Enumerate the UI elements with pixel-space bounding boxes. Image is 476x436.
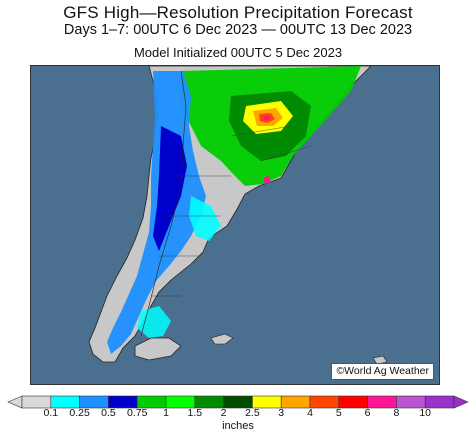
precip-andes-darkblue [153,126,187,251]
legend-tick-label: 0.5 [101,407,116,419]
legend-tick-label: 0.1 [43,407,59,419]
legend-tick-label: 3 [278,407,285,419]
small-island [372,355,388,365]
precip-magenta [263,116,269,120]
legend-bar-svg [7,395,469,409]
precip-south-cyan [137,306,171,338]
legend-units: inches [222,420,254,432]
province-border [151,125,312,297]
color-legend: 0.1 0.25 0.5 0.75 1 1.5 2 2.5 3 4 5 6 8 10 inches [0,392,476,436]
legend-tick-label: 1.5 [187,407,203,419]
precip-map: ©World Ag Weather [30,65,440,385]
credit-label: ©World Ag Weather [331,363,434,380]
map-svg [31,66,439,384]
legend-left-arrow [7,395,23,409]
legend-tick-label: 4 [307,407,313,419]
precip-andes-cyan [189,196,221,241]
model-init-time: Model Initialized 00UTC 5 Dec 2023 [133,45,343,60]
legend-tick-label: 8 [393,407,400,419]
legend-tick-label: 5 [335,407,342,419]
forecast-period: Days 1–7: 00UTC 6 Dec 2023 — 00UTC 13 De… [63,22,413,38]
falkland-islands [210,333,234,345]
legend-tick-label: 10 [419,407,432,419]
precip-east-spot [263,176,271,184]
legend-tick-label: 6 [364,407,371,419]
legend-tick-label: 2 [220,407,227,419]
country-border [140,70,187,337]
tierra-del-fuego [134,337,182,361]
legend-tick-label: 0.25 [69,407,90,419]
legend-tick-label: 1 [163,407,169,419]
legend-tick-label: 2.5 [245,407,260,419]
map-title: GFS High—Resolution Precipitation Foreca… [63,3,413,22]
legend-right-arrow [453,395,469,409]
legend-tick-label: 0.75 [126,407,148,419]
